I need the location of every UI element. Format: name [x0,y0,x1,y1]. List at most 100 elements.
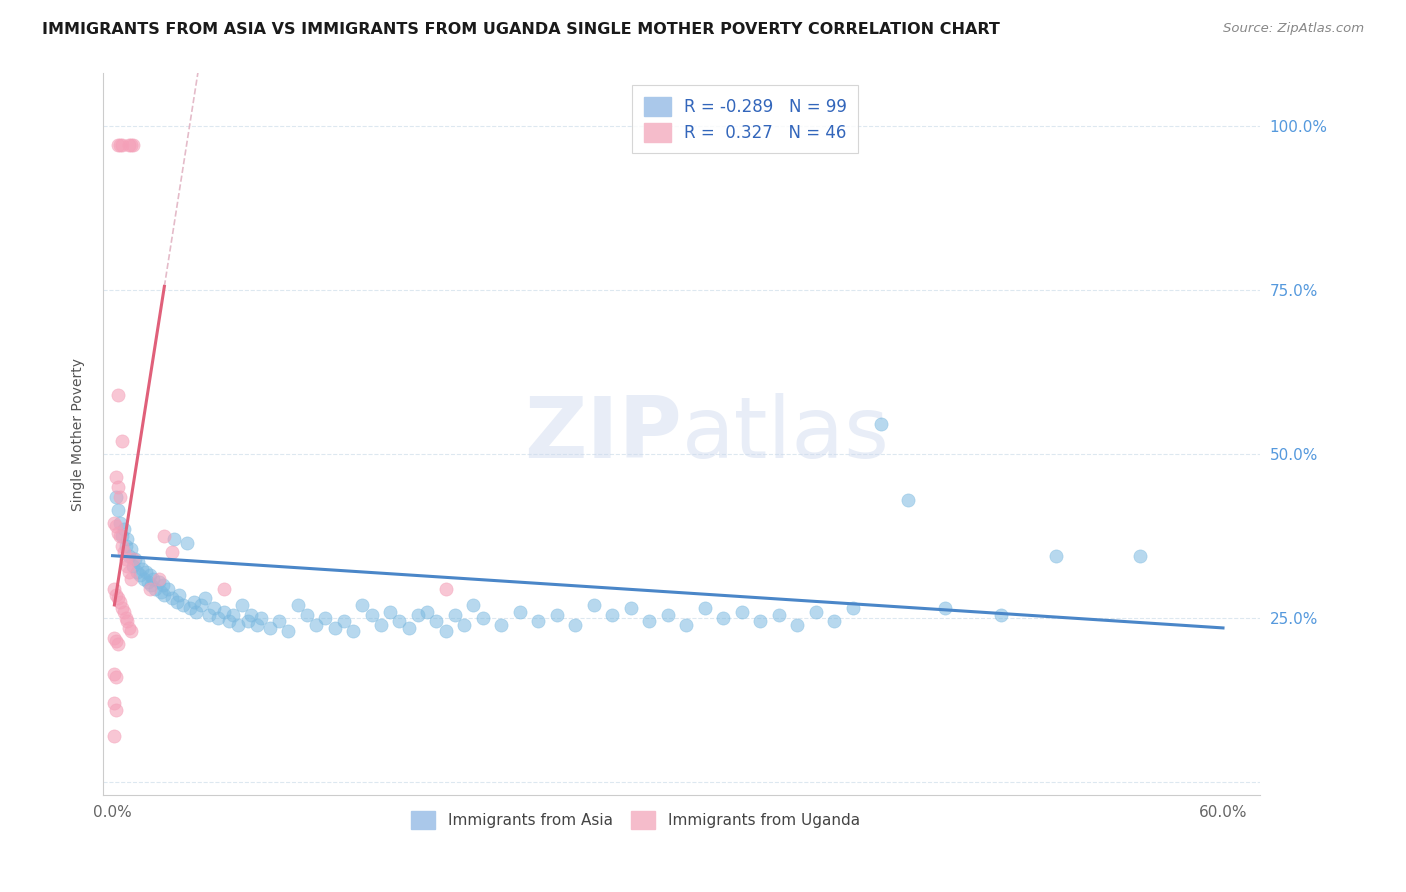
Point [786,617,808,632]
Point [149,584,172,599]
Point [489,617,512,632]
Text: Source: ZipAtlas.com: Source: ZipAtlas.com [1223,22,1364,36]
Point [620,601,643,615]
Point [638,615,661,629]
Point [240,607,263,622]
Point [108,516,131,530]
Point [153,529,176,543]
Point [103,631,125,645]
Point [105,703,128,717]
Point [179,601,201,615]
Point [990,607,1012,622]
Y-axis label: Single Mother Poverty: Single Mother Poverty [72,358,86,511]
Legend: Immigrants from Asia, Immigrants from Uganda: Immigrants from Asia, Immigrants from Ug… [405,805,866,835]
Point [360,607,382,622]
Text: ZIP: ZIP [524,392,682,475]
Point [107,637,129,651]
Point [103,516,125,530]
Point [111,434,134,448]
Point [108,595,131,609]
Point [117,533,139,547]
Point [105,588,128,602]
Point [148,574,170,589]
Point [934,601,956,615]
Point [388,615,411,629]
Point [135,565,157,579]
Point [129,568,152,582]
Point [141,578,163,592]
Point [398,621,420,635]
Point [112,523,135,537]
Point [693,601,716,615]
Point [249,611,271,625]
Point [434,582,457,596]
Point [103,666,125,681]
Point [107,138,129,153]
Point [107,388,129,402]
Point [269,615,291,629]
Point [228,617,250,632]
Point [1045,549,1067,563]
Point [711,611,734,625]
Point [416,605,439,619]
Point [124,552,146,566]
Point [122,558,145,573]
Point [471,611,494,625]
Point [120,624,142,639]
Point [103,582,125,596]
Point [112,605,135,619]
Point [305,617,328,632]
Point [425,615,447,629]
Point [105,634,128,648]
Point [212,605,235,619]
Point [333,615,356,629]
Point [222,607,245,622]
Point [869,417,891,432]
Point [160,545,183,559]
Text: IMMIGRANTS FROM ASIA VS IMMIGRANTS FROM UGANDA SINGLE MOTHER POVERTY CORRELATION: IMMIGRANTS FROM ASIA VS IMMIGRANTS FROM … [42,22,1000,37]
Point [111,138,134,153]
Point [167,588,190,602]
Point [127,555,149,569]
Point [749,615,772,629]
Point [287,598,309,612]
Point [118,621,141,635]
Point [202,601,225,615]
Point [120,138,142,153]
Point [176,535,198,549]
Point [107,525,129,540]
Point [295,607,318,622]
Point [138,568,160,582]
Point [197,607,219,622]
Point [105,670,128,684]
Point [105,490,128,504]
Point [157,582,180,596]
Point [1129,549,1152,563]
Point [105,519,128,533]
Point [277,624,299,639]
Point [117,558,139,573]
Point [453,617,475,632]
Point [153,588,176,602]
Point [120,542,142,557]
Point [378,605,401,619]
Point [103,729,125,743]
Point [190,598,212,612]
Point [444,607,467,622]
Point [105,470,128,484]
Point [111,601,134,615]
Point [162,533,184,547]
Point [731,605,754,619]
Point [108,529,131,543]
Point [120,572,142,586]
Point [107,502,129,516]
Point [114,552,136,566]
Point [114,539,136,553]
Point [259,621,281,635]
Point [675,617,697,632]
Point [136,574,159,589]
Point [546,607,568,622]
Point [768,607,790,622]
Point [111,539,134,553]
Point [107,480,129,494]
